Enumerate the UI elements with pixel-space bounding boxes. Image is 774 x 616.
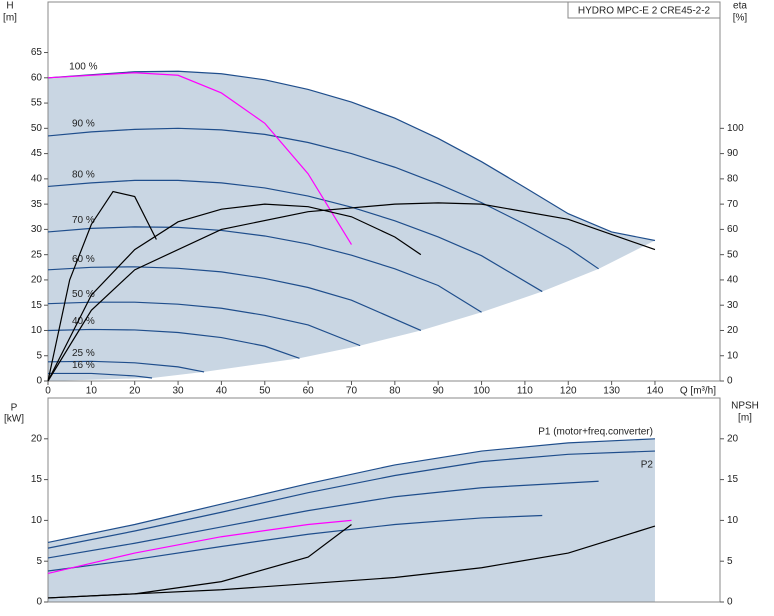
curve bbox=[47, 514, 543, 572]
curve-label: 90 % bbox=[72, 119, 95, 130]
y2-tick-label: 0 bbox=[727, 597, 733, 608]
title-box bbox=[567, 1, 721, 19]
y2-axis-label: eta bbox=[733, 1, 747, 12]
x-tick-label: 60 bbox=[303, 386, 315, 397]
curve bbox=[47, 202, 656, 382]
x-tick-label: 20 bbox=[129, 386, 141, 397]
curve-label: 60 % bbox=[72, 254, 95, 265]
y-tick-label: 30 bbox=[31, 224, 43, 235]
curve-label: 80 % bbox=[72, 170, 95, 181]
x-tick-label: 140 bbox=[647, 386, 664, 397]
curve-label: 25 % bbox=[72, 348, 95, 359]
curve-label: 50 % bbox=[72, 289, 95, 300]
curve-label: 40 % bbox=[72, 316, 95, 327]
x-tick-label: 80 bbox=[389, 386, 401, 397]
y2-tick-label: 0 bbox=[727, 376, 733, 387]
curve bbox=[47, 328, 300, 359]
curve bbox=[47, 190, 157, 382]
x-axis-label: Q [m³/h] bbox=[680, 386, 716, 397]
x-tick-label: 130 bbox=[603, 386, 620, 397]
curve bbox=[47, 266, 422, 332]
x-tick-label: 30 bbox=[173, 386, 185, 397]
curve bbox=[47, 360, 205, 373]
y-tick-label: 15 bbox=[31, 474, 43, 485]
y-tick-label: 20 bbox=[31, 275, 43, 286]
curve bbox=[47, 179, 543, 293]
y-tick-label: 40 bbox=[31, 174, 43, 185]
curve bbox=[47, 127, 599, 270]
curve bbox=[47, 519, 352, 575]
y-tick-label: 55 bbox=[31, 98, 43, 109]
curve bbox=[47, 438, 655, 544]
y-tick-label: 15 bbox=[31, 300, 43, 311]
x-tick-label: 0 bbox=[45, 386, 51, 397]
curve-label: 70 % bbox=[72, 215, 95, 226]
y2-tick-label: 60 bbox=[727, 224, 739, 235]
y-axis-unit: [kW] bbox=[4, 414, 24, 425]
y2-tick-label: 70 bbox=[727, 199, 739, 210]
y-tick-label: 25 bbox=[31, 249, 43, 260]
y-tick-label: 10 bbox=[31, 325, 43, 336]
y2-axis-unit: [m] bbox=[738, 413, 752, 424]
x-tick-label: 10 bbox=[86, 386, 98, 397]
y2-axis-label: NPSH bbox=[731, 401, 759, 412]
y-tick-label: 10 bbox=[31, 515, 43, 526]
curve bbox=[48, 372, 153, 379]
y-tick-label: 0 bbox=[36, 597, 42, 608]
x-tick-label: 70 bbox=[346, 386, 358, 397]
curve-label: P1 (motor+freq.converter) bbox=[538, 426, 653, 437]
curve bbox=[47, 480, 599, 559]
curve-label: P2 bbox=[641, 460, 654, 471]
curve bbox=[47, 450, 655, 549]
y2-tick-label: 50 bbox=[727, 249, 739, 260]
y2-tick-label: 20 bbox=[727, 325, 739, 336]
y2-tick-label: 20 bbox=[727, 433, 739, 444]
curve bbox=[47, 301, 361, 347]
chart-title: HYDRO MPC-E 2 CRE45-2-2 bbox=[578, 6, 711, 17]
y2-tick-label: 10 bbox=[727, 515, 739, 526]
y2-tick-label: 15 bbox=[727, 474, 739, 485]
x-tick-label: 90 bbox=[433, 386, 445, 397]
y2-tick-label: 80 bbox=[727, 174, 739, 185]
x-tick-label: 120 bbox=[560, 386, 577, 397]
y-tick-label: 65 bbox=[31, 47, 43, 58]
y-tick-label: 5 bbox=[36, 556, 42, 567]
curve bbox=[47, 72, 352, 245]
y2-axis-unit: [%] bbox=[733, 13, 748, 24]
y2-tick-label: 90 bbox=[727, 148, 739, 159]
y2-tick-label: 5 bbox=[727, 556, 733, 567]
curve-label: 16 % bbox=[72, 360, 95, 371]
x-tick-label: 50 bbox=[259, 386, 271, 397]
y-tick-label: 45 bbox=[31, 148, 43, 159]
y2-tick-label: 40 bbox=[727, 275, 739, 286]
curve bbox=[47, 226, 482, 313]
curve bbox=[47, 524, 352, 599]
y-tick-label: 20 bbox=[31, 433, 43, 444]
plot-frame bbox=[47, 1, 721, 382]
y2-tick-label: 30 bbox=[727, 300, 739, 311]
y-axis-label: P bbox=[11, 403, 18, 414]
curve bbox=[47, 70, 656, 242]
curve-label: 100 % bbox=[69, 61, 97, 72]
y-tick-label: 0 bbox=[36, 376, 42, 387]
y-tick-label: 35 bbox=[31, 199, 43, 210]
x-tick-label: 110 bbox=[517, 386, 533, 397]
y-tick-label: 5 bbox=[36, 350, 42, 361]
y-axis-label: H bbox=[6, 1, 13, 12]
x-tick-label: 40 bbox=[216, 386, 228, 397]
y2-tick-label: 10 bbox=[727, 350, 739, 361]
x-tick-label: 100 bbox=[473, 386, 490, 397]
y2-tick-label: 100 bbox=[727, 123, 744, 134]
curve bbox=[47, 203, 422, 382]
curve bbox=[47, 525, 656, 599]
operating-area bbox=[48, 71, 655, 382]
plot-frame bbox=[47, 397, 721, 603]
y-tick-label: 60 bbox=[31, 72, 43, 83]
y-axis-unit: [m] bbox=[3, 13, 17, 24]
y-tick-label: 50 bbox=[31, 123, 43, 134]
